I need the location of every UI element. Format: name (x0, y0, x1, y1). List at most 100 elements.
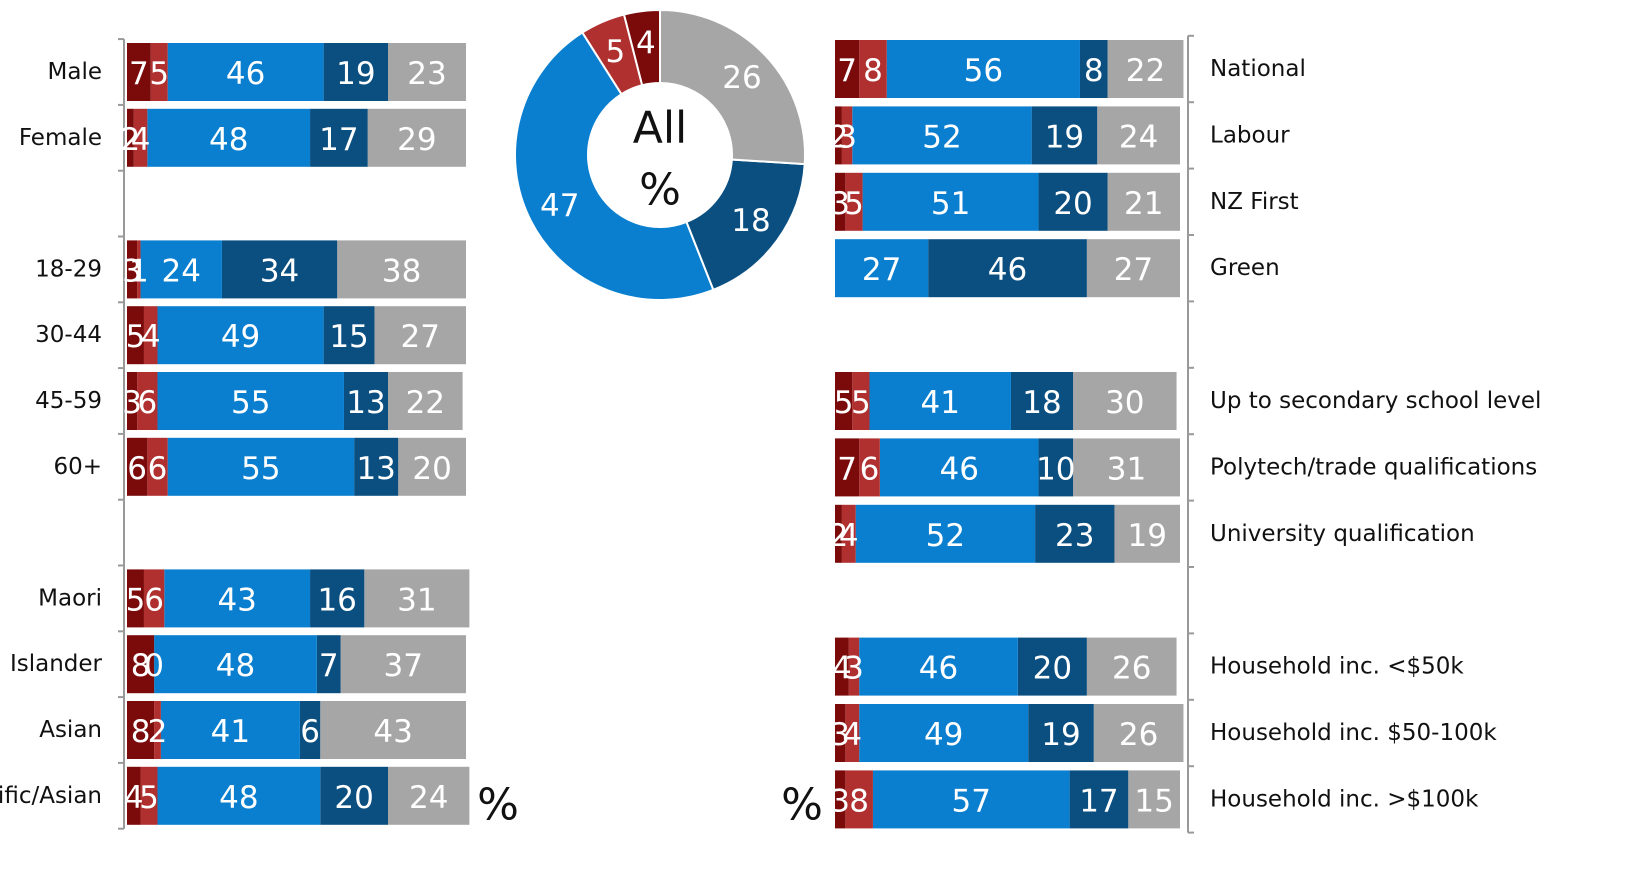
category-label: Green (1210, 255, 1280, 281)
bar-segment (140, 240, 222, 299)
donut-slice (659, 8, 806, 166)
value-label: 20 (1053, 186, 1092, 222)
value-label: 24 (162, 253, 201, 289)
bar-segment (388, 766, 470, 825)
donut-unit: % (639, 165, 681, 216)
bar-segment (869, 372, 1011, 430)
bar-segment (855, 504, 1036, 563)
value-label: 4 (839, 518, 859, 554)
slice-label: 4 (636, 25, 656, 61)
value-label: 26 (1112, 651, 1151, 687)
value-label: 23 (1055, 518, 1094, 554)
bar-segment (167, 437, 355, 496)
value-label: 8 (863, 53, 883, 89)
value-label: 6 (127, 451, 147, 487)
bar-segment (388, 43, 466, 101)
bar-segment (127, 240, 138, 299)
bar-segment (160, 701, 300, 759)
bar-segment (1097, 106, 1180, 165)
value-label: 31 (397, 582, 436, 618)
bar-segment (859, 40, 887, 98)
category-label: University qualification (1210, 521, 1475, 547)
value-label: 43 (217, 582, 256, 618)
value-label: 46 (226, 56, 265, 92)
bar-segment (127, 766, 141, 825)
donut-slice (685, 158, 806, 292)
category-label: 45-59 (35, 388, 102, 414)
value-label: 2 (829, 518, 849, 554)
value-label: 8 (1084, 53, 1104, 89)
bar-segment (221, 240, 338, 299)
value-label: 19 (336, 56, 375, 92)
bar-segment (1031, 106, 1098, 165)
value-label: 4 (124, 780, 144, 816)
value-label: 6 (300, 714, 320, 750)
value-label: 37 (384, 648, 423, 684)
bar-segment (928, 239, 1087, 298)
value-label: 20 (1033, 651, 1072, 687)
value-label: 16 (317, 582, 356, 618)
bar-segment (1086, 239, 1180, 298)
slice-label: 18 (731, 203, 770, 239)
value-label: 55 (231, 385, 270, 421)
value-label: 43 (373, 714, 412, 750)
bar-segment (835, 172, 846, 231)
value-label: 55 (241, 451, 280, 487)
value-label: 15 (329, 319, 368, 355)
value-label: 48 (209, 122, 248, 158)
bar-segment (343, 372, 389, 430)
value-label: 56 (964, 53, 1003, 89)
category-label: Household inc. <$50k (1210, 654, 1464, 680)
value-label: 5 (844, 186, 864, 222)
bar-segment (1073, 438, 1180, 497)
value-label: 2 (829, 119, 849, 155)
donut-slice (514, 31, 715, 301)
value-label: 19 (1045, 119, 1084, 155)
value-label: 7 (129, 56, 149, 92)
bar-segment (852, 372, 870, 430)
value-label: 23 (407, 56, 446, 92)
bar-segment (364, 569, 470, 628)
bar-segment (167, 43, 324, 101)
bar-segment (1079, 40, 1108, 98)
value-label: 13 (356, 451, 395, 487)
value-label: 52 (926, 518, 965, 554)
category-label: National (1210, 56, 1306, 82)
category-label: 60+ (53, 454, 102, 480)
bar-segment (323, 306, 375, 365)
value-label: 6 (148, 451, 168, 487)
value-label: 2 (148, 714, 168, 750)
value-label: 31 (1107, 451, 1146, 487)
bar-segment (157, 372, 344, 430)
donut-title: All (633, 103, 688, 154)
value-label: 3 (122, 385, 142, 421)
value-label: 5 (126, 582, 146, 618)
value-label: 19 (1127, 518, 1166, 554)
value-label: 57 (952, 783, 991, 819)
bar-segment (320, 701, 466, 759)
category-label: 18-29 (35, 256, 102, 282)
bar-segment (137, 372, 158, 430)
bar-segment (147, 437, 168, 496)
bar-segment (841, 504, 856, 563)
value-label: 20 (334, 780, 373, 816)
bar-segment (835, 239, 929, 298)
bar-segment (879, 438, 1039, 497)
category-label: NZ First (1210, 189, 1299, 215)
bar-segment (1073, 372, 1177, 430)
bar-segment (835, 106, 842, 165)
slice-label: 5 (605, 34, 625, 70)
bar-segment (852, 106, 1032, 165)
bar-segment (835, 40, 860, 98)
bar-segment (310, 569, 365, 628)
category-label: Household inc. $50-100k (1210, 720, 1497, 746)
slice-label: 26 (722, 60, 761, 96)
value-label: 27 (1114, 252, 1153, 288)
bar-segment (127, 372, 138, 430)
value-label: 41 (920, 385, 959, 421)
category-label: Female (19, 125, 102, 151)
bar-segment (1035, 504, 1115, 563)
value-label: 3 (844, 651, 864, 687)
bar-segment (859, 438, 880, 497)
